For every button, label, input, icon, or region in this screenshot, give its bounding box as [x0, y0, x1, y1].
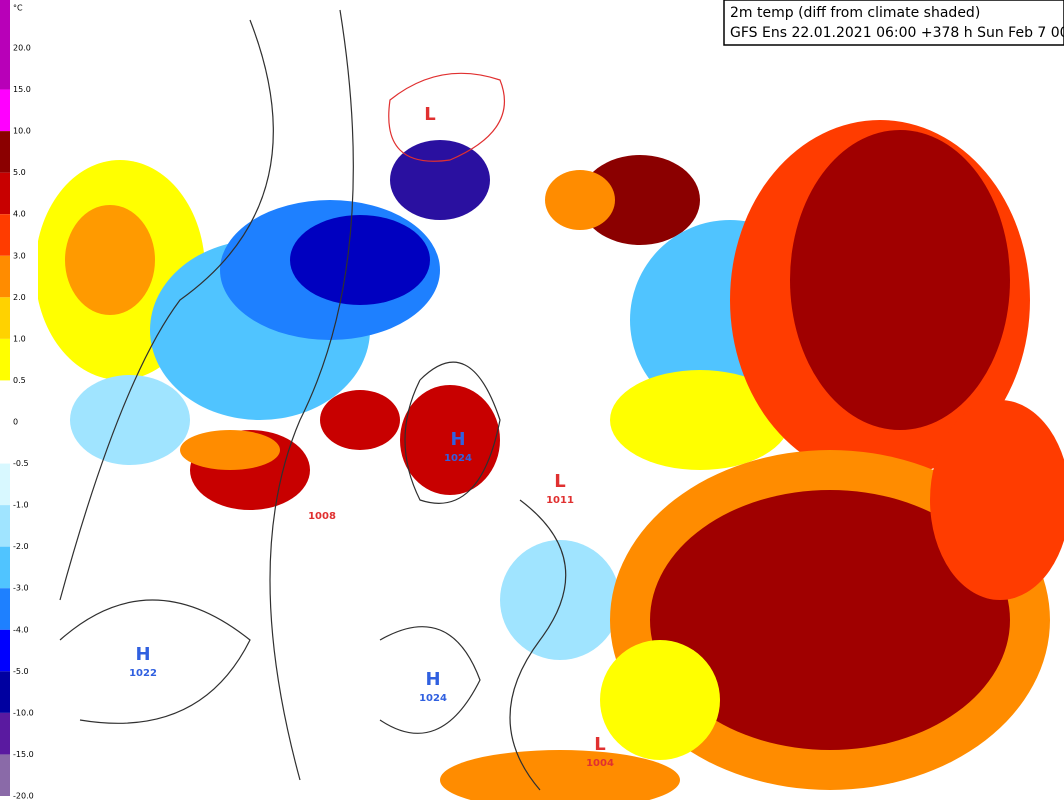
legend-swatch	[0, 754, 10, 796]
pressure-value: 1011	[546, 495, 574, 506]
legend-swatch	[0, 297, 10, 339]
legend-label: -10.0	[13, 708, 34, 717]
pressure-value: 1024	[444, 453, 472, 464]
legend-swatch	[0, 712, 10, 755]
pressure-symbol: L	[424, 104, 435, 125]
legend-label: 20.0	[13, 44, 31, 53]
legend-swatch	[0, 422, 10, 464]
pressure-symbol: H	[425, 669, 440, 690]
legend-swatch	[0, 172, 10, 215]
legend-swatch	[0, 255, 10, 298]
legend-label: 10.0	[13, 127, 31, 136]
legend-label: -1.0	[13, 501, 29, 510]
legend: °C 20.0 15.0 10.0 5.0 4.0 3.0 2.0 1.0 0.5 0 -0.5 -1.…	[0, 0, 38, 801]
title-box	[723, 0, 1064, 46]
isobars	[59, 9, 567, 791]
legend-label: -0.5	[13, 459, 29, 468]
legend-label: -20.0	[13, 792, 34, 801]
legend-label: -4.0	[13, 625, 29, 634]
legend-swatch	[0, 131, 10, 173]
legend-label: 5.0	[13, 168, 26, 177]
legend-swatch	[0, 546, 10, 589]
legend-swatch	[0, 463, 10, 506]
legend-swatch	[0, 505, 10, 547]
legend-swatch	[0, 588, 10, 630]
pressure-value: 1024	[419, 693, 447, 704]
title-line: GFS Ens 22.01.2021 06:00 +378 h Sun Feb …	[730, 25, 1064, 41]
legend-label: 4.0	[13, 210, 26, 219]
legend-unit: °C	[13, 4, 23, 13]
pressure-symbol: H	[135, 644, 150, 665]
legend-swatch	[0, 671, 10, 713]
temperature-anomaly-shading	[35, 120, 1064, 804]
legend-label: -3.0	[13, 584, 29, 593]
legend-label: 2.0	[13, 293, 26, 302]
pressure-value: 1008	[308, 511, 336, 522]
pressure-centers: L H 1024 L 1011 1008 H 1022 H 1024 L 1004	[129, 104, 614, 769]
title-line: 2m temp (diff from climate shaded)	[730, 5, 980, 21]
pressure-symbol: L	[554, 471, 565, 492]
legend-label: 0	[13, 418, 18, 427]
legend-swatch	[0, 0, 10, 48]
pressure-value: 1004	[586, 758, 614, 769]
legend-swatch	[0, 48, 10, 90]
legend-label: 0.5	[13, 376, 26, 385]
legend-label: 3.0	[13, 251, 26, 260]
legend-label: -15.0	[13, 750, 34, 759]
legend-label: 15.0	[13, 85, 31, 94]
legend-label: -5.0	[13, 667, 29, 676]
legend-swatch	[0, 214, 10, 256]
legend-swatch	[0, 89, 10, 132]
legend-label: -2.0	[13, 542, 29, 551]
legend-swatch	[0, 338, 10, 381]
pressure-symbol: L	[594, 734, 605, 755]
legend-label: 1.0	[13, 334, 26, 343]
pressure-symbol: H	[450, 429, 465, 450]
isobar-low	[388, 72, 505, 162]
legend-swatch	[0, 629, 10, 672]
pressure-value: 1022	[129, 668, 157, 679]
legend-swatch	[0, 380, 10, 422]
